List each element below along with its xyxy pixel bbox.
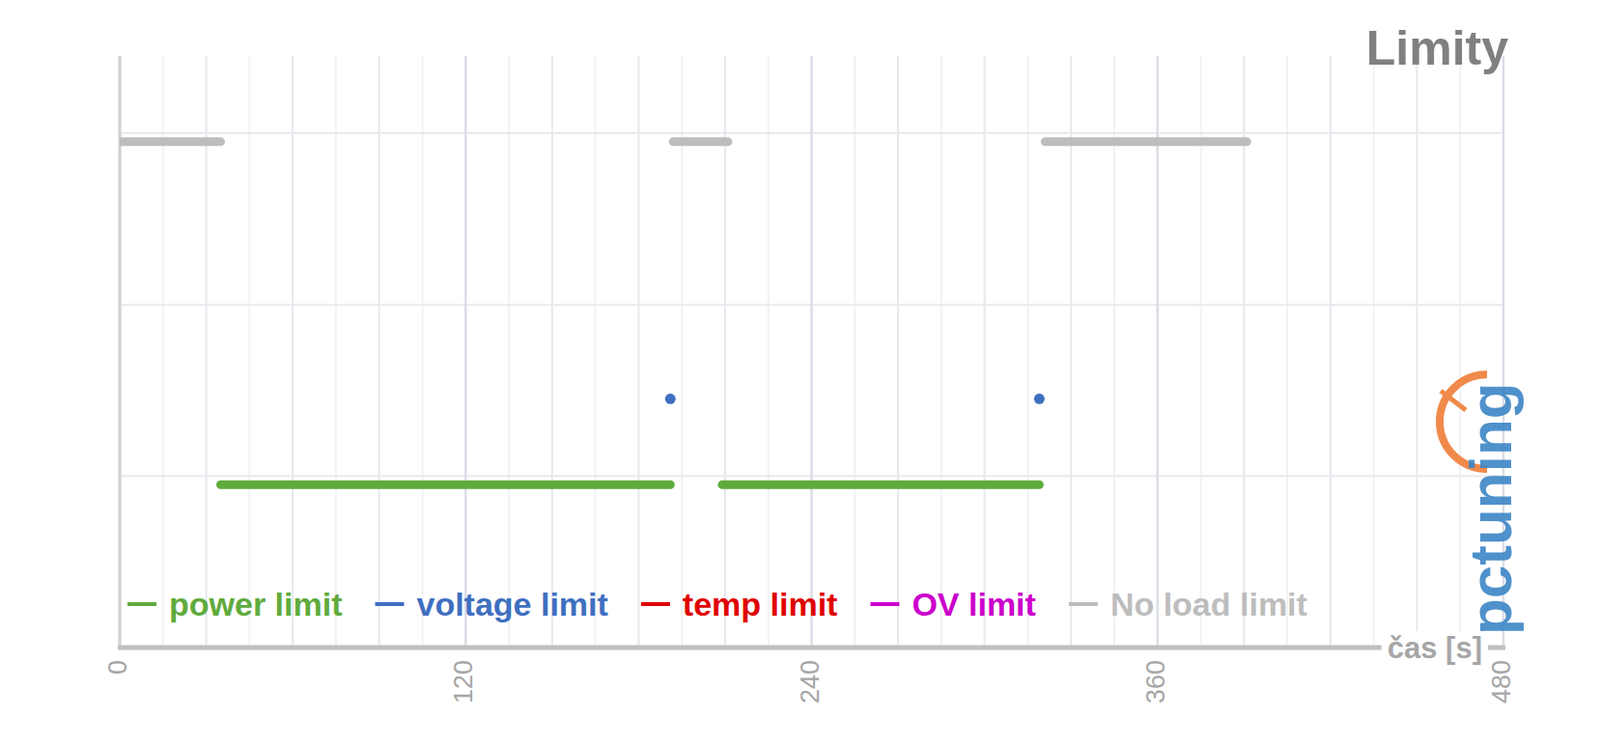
legend-label: No load limit (1110, 586, 1308, 623)
legend-swatch (1068, 602, 1098, 607)
title: Limity (1366, 21, 1509, 76)
legend-label: power limit (168, 586, 342, 623)
minor-grid-line (853, 56, 856, 648)
series-line (119, 137, 221, 146)
minor-grid-line (1286, 56, 1289, 648)
x-tick-label: 240 (795, 660, 825, 704)
series-point (665, 393, 676, 405)
series-line (220, 480, 671, 490)
minor-grid-line (940, 56, 943, 648)
x-axis-label-bg (1381, 631, 1488, 666)
minor-grid-line (1329, 56, 1332, 648)
legend-swatch (374, 602, 404, 607)
x-tick-label: 120 (449, 660, 478, 704)
minor-grid-line (507, 56, 510, 648)
minor-grid (163, 56, 1460, 648)
minor-grid-line (897, 56, 899, 648)
minor-grid-line (1026, 56, 1029, 648)
minor-grid-line (421, 56, 423, 648)
x-tick-label: 0 (103, 660, 133, 675)
series-point (1034, 393, 1045, 405)
minor-grid-line (594, 56, 597, 648)
minor-grid-line (1415, 56, 1418, 648)
watermark: pctuning (1439, 374, 1524, 636)
minor-grid-line (983, 56, 986, 648)
legend-swatch (127, 602, 157, 607)
legend-swatch (641, 602, 671, 607)
minor-grid-line (378, 56, 381, 648)
chart: 0 120 240 360 480čas [s] Limity pctuning power … (0, 0, 1600, 745)
plot-area (119, 141, 1247, 485)
x-grid-line (464, 56, 468, 648)
watermark-text: pctuning (1457, 382, 1524, 636)
minor-grid-line (1373, 56, 1376, 648)
minor-grid-line (291, 56, 294, 648)
legend-label: voltage limit (416, 586, 608, 623)
legend-label: OV limit (911, 586, 1036, 623)
x-axis-label-group: čas [s] (1381, 631, 1488, 666)
minor-grid-line (248, 56, 251, 648)
minor-grid-line (767, 56, 770, 648)
minor-grid-line (637, 56, 640, 648)
x-axis-label: čas [s] (1387, 631, 1483, 666)
x-axis-line (117, 645, 1506, 651)
x-grid-line (810, 56, 814, 648)
x-tick-label: 360 (1141, 660, 1171, 704)
minor-grid-line (335, 56, 337, 648)
minor-grid-line (551, 56, 554, 648)
legend-label: temp limit (682, 586, 839, 623)
legend-swatch (870, 602, 899, 607)
series-line (673, 137, 729, 146)
legend: power limit voltage limit temp limit OV lim… (127, 586, 1308, 623)
x-tick-label: 480 (1487, 660, 1516, 704)
series-line (1044, 137, 1247, 146)
series-line (722, 480, 1039, 490)
